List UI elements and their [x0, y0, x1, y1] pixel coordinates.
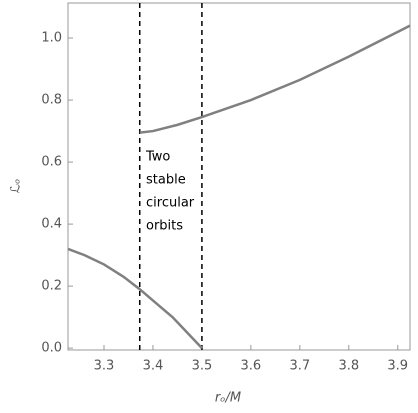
x-tick-label: 3.6	[241, 359, 262, 374]
annotation: Two	[145, 150, 170, 165]
y-tick-label: 0.2	[41, 279, 62, 294]
x-tick-label: 3.9	[387, 359, 408, 374]
x-tick-label: 3.8	[338, 359, 359, 374]
y-axis-label: ℒₒ	[9, 179, 24, 194]
frame	[67, 2, 411, 351]
annotation: stable	[146, 173, 186, 188]
x-tick-label: 3.5	[192, 359, 213, 374]
annotation: orbits	[146, 219, 183, 234]
annotation: circular	[146, 196, 195, 211]
x-tick-label: 3.3	[94, 359, 115, 374]
x-tick-label: 3.7	[289, 359, 310, 374]
x-axis-label: rₒ/M	[215, 391, 241, 406]
curve	[139, 24, 411, 134]
y-tick-label: 0.4	[41, 217, 62, 232]
curve	[67, 247, 203, 349]
y-tick-label: 0.0	[41, 341, 62, 356]
x-tick-label: 3.4	[143, 359, 164, 374]
y-tick-label: 0.8	[41, 93, 62, 108]
y-tick-label: 1.0	[41, 31, 62, 46]
y-tick-label: 0.6	[41, 155, 62, 170]
